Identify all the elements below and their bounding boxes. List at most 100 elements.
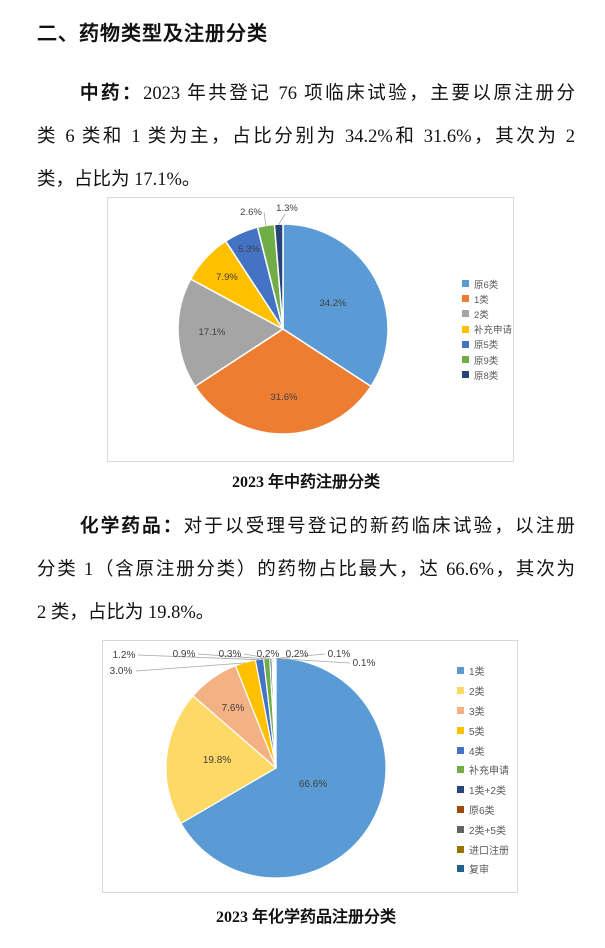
- legend-label: 补充申请: [469, 766, 509, 778]
- legend-item: 2类: [462, 306, 512, 321]
- chart-caption-chem: 2023 年化学药品注册分类: [215, 909, 396, 926]
- legend-item: 原6类: [462, 276, 512, 291]
- legend-swatch: [462, 371, 469, 379]
- pie-data-label: 31.6%: [271, 392, 298, 403]
- legend-item: 1类: [462, 291, 512, 306]
- legend-label: 2类: [469, 687, 485, 699]
- pie-data-label: 66.6%: [299, 779, 327, 790]
- tcm-line1-text: 2023 年共登记 76 项临床试验，主要以原注册分: [143, 84, 575, 104]
- legend-item: 1类+2类: [457, 780, 509, 800]
- legend-swatch: [457, 786, 464, 794]
- paragraph-tcm-line1: 中药：2023 年共登记 76 项临床试验，主要以原注册分: [37, 73, 575, 116]
- legend-swatch: [457, 825, 464, 833]
- legend-swatch: [462, 325, 469, 333]
- section-heading: 二、药物类型及注册分类: [37, 23, 268, 45]
- paragraph-tcm-line3: 类，占比为 17.1%。: [37, 170, 201, 190]
- label-leader-line: [275, 658, 351, 664]
- pie-data-label: 0.9%: [173, 649, 196, 660]
- legend-label: 1类: [469, 667, 485, 679]
- legend-item: 5类: [457, 720, 509, 740]
- tcm-pie-chart: 34.2% 31.6% 17.1% 7.9% 5.3% 2.6% 1.3% 原6类 1类 2…: [107, 197, 514, 462]
- chem-pie-chart: 66.6% 19.8% 7.6% 3.0% 1.2% 0.9% 0.3% 0.2% 0.2% 0.…: [102, 640, 518, 893]
- label-leader-line: [137, 654, 260, 661]
- legend-label: 3类: [469, 706, 485, 718]
- legend-item: 1类: [457, 661, 509, 681]
- paragraph-chem: 化学药品：对于以受理号登记的新药临床试验，以注册 分类 1（含原注册分类）的药物…: [37, 506, 575, 635]
- pie-data-label: 7.6%: [222, 703, 245, 714]
- legend-item: 进口注册: [457, 839, 509, 859]
- legend-label: 进口注册: [469, 845, 509, 857]
- legend-label: 原6类: [469, 805, 495, 817]
- pie-slice-2类: [177, 278, 284, 388]
- legend-label: 1类: [474, 294, 489, 306]
- label-leader-line: [135, 662, 246, 672]
- label-leader-line: [278, 213, 286, 225]
- pie-data-label: 34.2%: [320, 298, 347, 309]
- legend-label: 复审: [469, 865, 489, 877]
- legend-item: 原8类: [462, 367, 512, 382]
- legend-label: 原9类: [474, 355, 499, 367]
- pie-data-label: 0.2%: [286, 649, 309, 660]
- legend-item: 原6类: [457, 800, 509, 820]
- pie-data-label: 0.2%: [257, 649, 280, 660]
- paragraph-chem-line1: 化学药品：对于以受理号登记的新药临床试验，以注册: [37, 506, 575, 549]
- legend-label: 原6类: [474, 279, 499, 291]
- pie-data-label: 19.8%: [203, 755, 231, 766]
- chem-line1-text: 对于以受理号登记的新药临床试验，以注册: [183, 517, 575, 537]
- paragraph-tcm-line2: 类 6 类和 1 类为主，占比分别为 34.2%和 31.6%，其次为 2: [37, 127, 575, 147]
- pie-data-label: 0.3%: [219, 649, 242, 660]
- legend-label: 补充申请: [474, 325, 513, 337]
- legend-swatch: [457, 865, 464, 873]
- legend-swatch: [457, 706, 464, 714]
- pie-slice-复审: [274, 657, 277, 769]
- legend-swatch: [457, 667, 464, 675]
- pie-data-label: 2.6%: [240, 207, 262, 218]
- legend-swatch: [457, 726, 464, 734]
- chem-lead-label: 化学药品：: [80, 517, 184, 537]
- legend-item: 补充申请: [462, 322, 512, 337]
- legend-swatch: [457, 766, 464, 774]
- legend-item: 补充申请: [457, 760, 509, 780]
- tcm-pie-svg: 34.2% 31.6% 17.1% 7.9% 5.3% 2.6% 1.3%: [177, 203, 389, 435]
- label-leader-line: [243, 653, 271, 660]
- legend-item: 3类: [457, 701, 509, 721]
- legend-swatch: [457, 687, 464, 695]
- label-leader-line: [197, 653, 267, 660]
- legend-swatch: [462, 280, 469, 288]
- pie-data-label: 3.0%: [110, 666, 133, 677]
- legend-label: 2类+5类: [469, 825, 506, 837]
- legend-label: 2类: [474, 309, 489, 321]
- pie-slice-2类: [165, 695, 277, 824]
- chem-legend: 1类 2类 3类 5类 4类 补充申请 1类+2类 原6类 2类+5类 进口注册…: [457, 661, 509, 879]
- legend-label: 5类: [469, 726, 485, 738]
- legend-swatch: [462, 310, 469, 318]
- pie-data-label: 17.1%: [199, 327, 226, 338]
- legend-label: 4类: [469, 746, 485, 758]
- chart-caption-tcm: 2023 年中药注册分类: [231, 474, 380, 491]
- legend-swatch: [462, 340, 469, 348]
- tcm-legend: 原6类 1类 2类 补充申请 原5类 原9类 原8类: [462, 276, 512, 382]
- legend-item: 2类: [457, 681, 509, 701]
- pie-data-label: 0.1%: [328, 649, 351, 660]
- legend-swatch: [457, 845, 464, 853]
- legend-swatch: [462, 295, 469, 303]
- pie-slice-1类: [180, 657, 387, 879]
- legend-item: 复审: [457, 859, 509, 879]
- pie-data-label: 1.3%: [276, 203, 298, 214]
- legend-item: 2类+5类: [457, 819, 509, 839]
- tcm-lead-label: 中药：: [80, 84, 144, 104]
- pie-data-label: 0.1%: [353, 658, 376, 669]
- pie-slice-1类: [194, 328, 372, 435]
- legend-swatch: [462, 356, 469, 364]
- paragraph-chem-line3: 2 类，占比为 19.8%。: [37, 603, 215, 623]
- legend-item: 4类: [457, 740, 509, 760]
- pie-data-label: 5.3%: [238, 244, 260, 255]
- legend-item: 原5类: [462, 337, 512, 352]
- label-leader-line: [274, 653, 326, 659]
- chem-pie-svg: 66.6% 19.8% 7.6% 3.0% 1.2% 0.9% 0.3% 0.2% 0.2% 0.…: [110, 649, 387, 879]
- label-leader-line: [263, 211, 267, 226]
- paragraph-tcm: 中药：2023 年共登记 76 项临床试验，主要以原注册分 类 6 类和 1 类…: [37, 73, 575, 202]
- legend-swatch: [457, 805, 464, 813]
- legend-item: 原9类: [462, 352, 512, 367]
